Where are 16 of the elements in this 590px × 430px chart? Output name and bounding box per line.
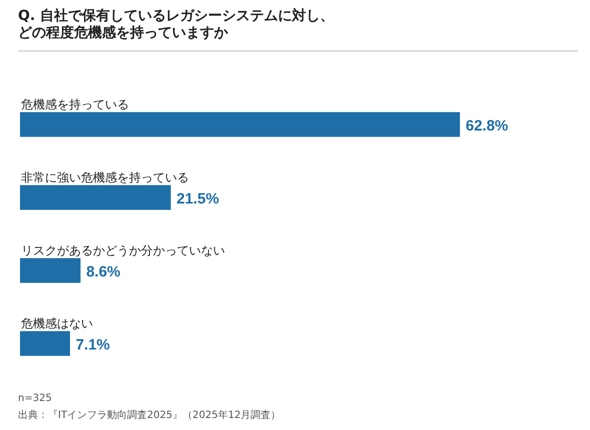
chart-title: Q. 自社で保有しているレガシーシステムに対し、 [18,8,336,24]
chart-subtitle: どの程度危機感を持っていますか [18,25,229,42]
data-label: 8.6% [86,264,120,281]
data-label: 62.8% [466,118,508,135]
y-tick-label: リスクがあるかどうか分かっていない [21,244,225,258]
source-note: 出典：『ITインフラ動向調査2025』（2025年12月調査） [18,408,281,423]
y-tick-label: 危機感はない [21,316,93,331]
text: n=325 [18,392,53,406]
data-label: 21.5% [176,190,220,208]
bar [20,185,171,210]
data-label: 7.1% [76,336,110,354]
y-tick-label: 危機感を持っている [21,98,129,112]
bar [20,112,460,137]
bar [20,331,70,356]
y-tick-label: 非常に強い危機感を持っている [21,170,189,185]
bar [20,258,81,283]
